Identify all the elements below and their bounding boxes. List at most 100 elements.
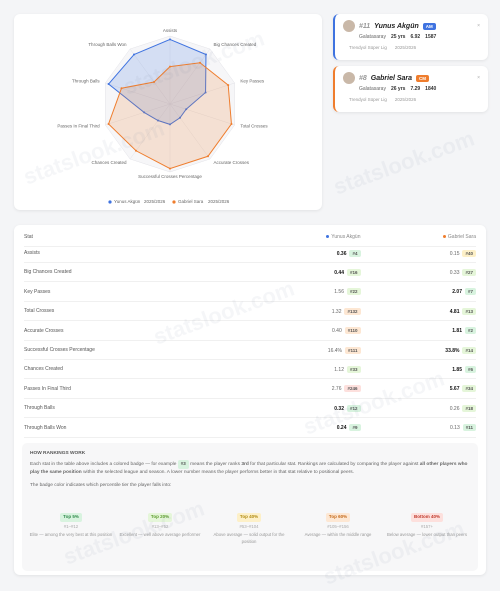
stat-value: 2.07 xyxy=(452,289,462,296)
stat-cell: 5.67 #34 xyxy=(365,385,476,393)
tier: Top 60% #105–#156 Average — within the mid… xyxy=(295,513,381,539)
stat-name: Through Balls xyxy=(24,405,55,412)
series-point xyxy=(107,83,110,86)
player-minutes: 1840 xyxy=(425,86,437,92)
stat-value: 4.81 xyxy=(449,308,460,315)
stat-value: 1.32 xyxy=(331,308,342,315)
stat-cell: 33.8% #14 xyxy=(365,346,476,354)
table-row: Passes In Final Third 2.76 #246 5.67 #34 xyxy=(24,380,476,399)
series-point xyxy=(120,87,123,90)
player-rating: 7.29 xyxy=(410,86,421,92)
avatar xyxy=(343,72,355,84)
stat-value: 0.40 xyxy=(332,328,342,335)
stat-cell: 1.32 #132 xyxy=(253,307,365,315)
stat-value: 5.67 xyxy=(449,386,460,393)
player-age: 25 yrs xyxy=(390,34,406,40)
axis-line xyxy=(105,103,171,126)
series-point xyxy=(133,53,136,56)
tier-desc: Excellent — well above average performer xyxy=(119,532,201,538)
stat-value: 0.32 xyxy=(334,405,344,412)
axis-line xyxy=(169,82,235,105)
axis-line xyxy=(129,48,171,105)
player-card: #11 Yunus Akgün AM × Galatasaray 25 yrs 6.92 15… xyxy=(333,14,488,60)
tier-range: #1–#12 xyxy=(63,523,79,529)
tier-desc: Above average — solid output for the pos… xyxy=(213,532,285,544)
series-point xyxy=(157,119,160,122)
rank-badge: #13 xyxy=(462,307,476,315)
legend-dot xyxy=(326,235,330,238)
stat-value: 0.13 xyxy=(450,425,460,432)
series-point xyxy=(169,65,171,68)
tier-label: Bottom 40% xyxy=(410,513,443,522)
tiers-intro: The badge color indicates which percenti… xyxy=(30,483,172,489)
stat-cell: 1.81 #2 xyxy=(365,327,476,335)
stat-value: 0.26 xyxy=(449,405,460,412)
stat-cell: 0.36 #4 xyxy=(253,249,365,257)
radar-chart: Assists Big Chances Created Key Passes Tota… xyxy=(57,28,268,204)
legend-season: 2025/2026 xyxy=(208,199,230,204)
tier: Top 20% #13–#52 Excellent — well above ave… xyxy=(117,513,203,539)
player-rating: 6.92 xyxy=(410,34,421,40)
legend-name: Yunus Akgün xyxy=(114,199,141,204)
series-point xyxy=(198,61,201,64)
stat-cell: 0.24 #9 xyxy=(253,424,365,432)
series-point xyxy=(169,167,171,170)
axis-label: Through Balls xyxy=(72,79,101,84)
legend-dot xyxy=(442,235,446,238)
player-club: Galatasaray xyxy=(359,86,386,92)
table-row: Accurate Crosses 0.40 #110 1.81 #2 xyxy=(24,322,476,341)
stat-cell: 2.76 #246 xyxy=(253,385,365,393)
series-point xyxy=(227,84,230,87)
stat-name: Accurate Crosses xyxy=(24,327,64,334)
tier-label: Top 20% xyxy=(147,513,173,522)
table-row: Assists 0.36 #4 0.15 #40 xyxy=(24,244,476,263)
text: all other players who play the same posi… xyxy=(30,462,468,475)
legend-season: 2025/2026 xyxy=(144,199,166,204)
text: for that particular stat. Rankings are c… xyxy=(250,462,419,468)
series-point xyxy=(230,122,233,125)
stat-value: 0.15 xyxy=(449,250,460,257)
tier-range: #157+ xyxy=(420,523,434,529)
stat-cell: 0.33 #27 xyxy=(365,268,476,276)
stat-cell: 1.12 #33 xyxy=(253,365,365,373)
stat-value: 0.36 xyxy=(336,250,347,257)
legend-dot xyxy=(172,200,176,204)
rank-badge: #40 xyxy=(462,249,476,257)
rank-badge: #110 xyxy=(344,327,361,335)
position-badge: CM xyxy=(416,74,430,82)
axis-label: Through Balls Won xyxy=(88,42,127,47)
rank-badge: #7 xyxy=(464,288,476,296)
axis-line xyxy=(129,103,171,160)
stat-cell: 1.85 #6 xyxy=(365,365,476,373)
player-league: Trendyol Süper Lig 2025/2026 xyxy=(349,45,480,50)
stat-value: 33.8% xyxy=(445,347,460,354)
tier-desc: Average — within the middle range xyxy=(304,532,372,538)
text: Each stat in the table above includes a … xyxy=(30,462,177,468)
remove-button: × xyxy=(477,23,480,29)
header-cell: Gabriel Sara xyxy=(365,234,476,240)
series-point xyxy=(107,122,110,125)
stat-cell: 4.81 #13 xyxy=(365,307,476,315)
axis-label: Assists xyxy=(163,28,178,33)
tier-range: #13–#52 xyxy=(151,523,169,529)
axis-line xyxy=(169,103,211,160)
series-point xyxy=(204,53,207,56)
stat-name: Through Balls Won xyxy=(24,424,67,431)
player-age: 26 yrs xyxy=(390,86,406,92)
league: Trendyol Süper Lig xyxy=(349,97,387,102)
rankings-box: HOW RANKINGS WORK Each stat in the table… xyxy=(22,443,478,571)
player-name: Gabriel Sara xyxy=(370,74,413,82)
stat-value: 0.24 xyxy=(336,425,347,432)
rank-badge: #27 xyxy=(462,268,476,276)
stat-cell: 16.4% #111 xyxy=(253,346,365,354)
tier-label: Top 40% xyxy=(236,513,262,522)
header-name: Gabriel Sara xyxy=(447,234,476,240)
axis-label: Chances Created xyxy=(91,160,127,165)
stat-value: 1.56 xyxy=(334,289,344,296)
header-cell: Yunus Akgün xyxy=(253,234,365,240)
league: Trendyol Süper Lig xyxy=(349,45,387,50)
player-info: Galatasaray 26 yrs 7.29 1840 xyxy=(359,86,480,92)
series-point xyxy=(153,80,156,83)
stat-name: Successful Crosses Percentage xyxy=(24,347,95,353)
